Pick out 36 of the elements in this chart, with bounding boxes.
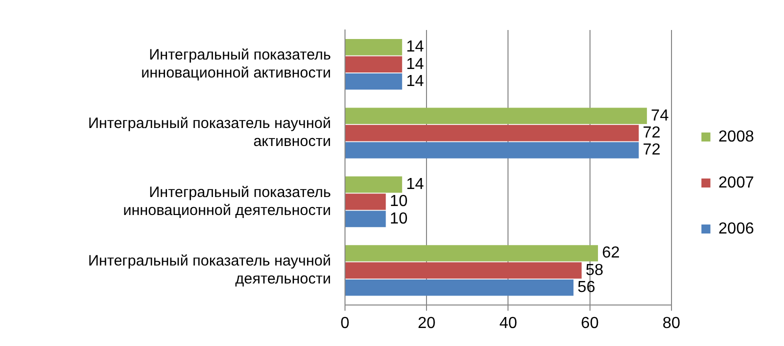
y-tick-label: Интегральный показатель инновационной деятельности <box>123 184 332 219</box>
data-label: 62 <box>602 244 620 262</box>
data-label: 14 <box>406 176 424 193</box>
bar <box>346 56 402 73</box>
bar <box>346 142 639 158</box>
bar <box>346 210 386 228</box>
legend-label: 2008 <box>718 128 754 146</box>
data-label: 10 <box>390 193 408 210</box>
x-tick-label: 80 <box>662 314 680 332</box>
bar <box>346 73 402 90</box>
legend-label: 2006 <box>718 220 754 238</box>
bar <box>346 108 647 124</box>
data-label: 56 <box>577 279 596 296</box>
x-tick-label: 40 <box>499 314 518 332</box>
bar <box>346 279 574 296</box>
data-label: 14 <box>406 72 424 90</box>
data-label: 72 <box>642 124 661 142</box>
data-label: 74 <box>650 107 669 124</box>
data-label: 58 <box>586 262 604 279</box>
y-tick-label: Интегральный показатель инновационной активности <box>141 46 332 82</box>
bar <box>346 176 402 193</box>
data-label: 72 <box>642 142 661 159</box>
y-tick-label: Интегральный показатель научной активности <box>88 115 331 150</box>
y-tick-label: Интегральный показатель научной деятельности <box>88 252 331 288</box>
bar <box>346 194 386 210</box>
bar <box>346 262 582 279</box>
bar <box>346 39 402 56</box>
bar <box>346 124 639 142</box>
x-tick-label: 0 <box>340 314 350 332</box>
data-label: 14 <box>406 56 424 73</box>
x-tick-label: 20 <box>418 314 436 332</box>
data-label: 10 <box>390 210 408 228</box>
data-label: 14 <box>406 38 424 56</box>
bar <box>346 245 598 262</box>
x-tick-label: 60 <box>580 314 599 332</box>
legend-label: 2007 <box>718 174 754 192</box>
